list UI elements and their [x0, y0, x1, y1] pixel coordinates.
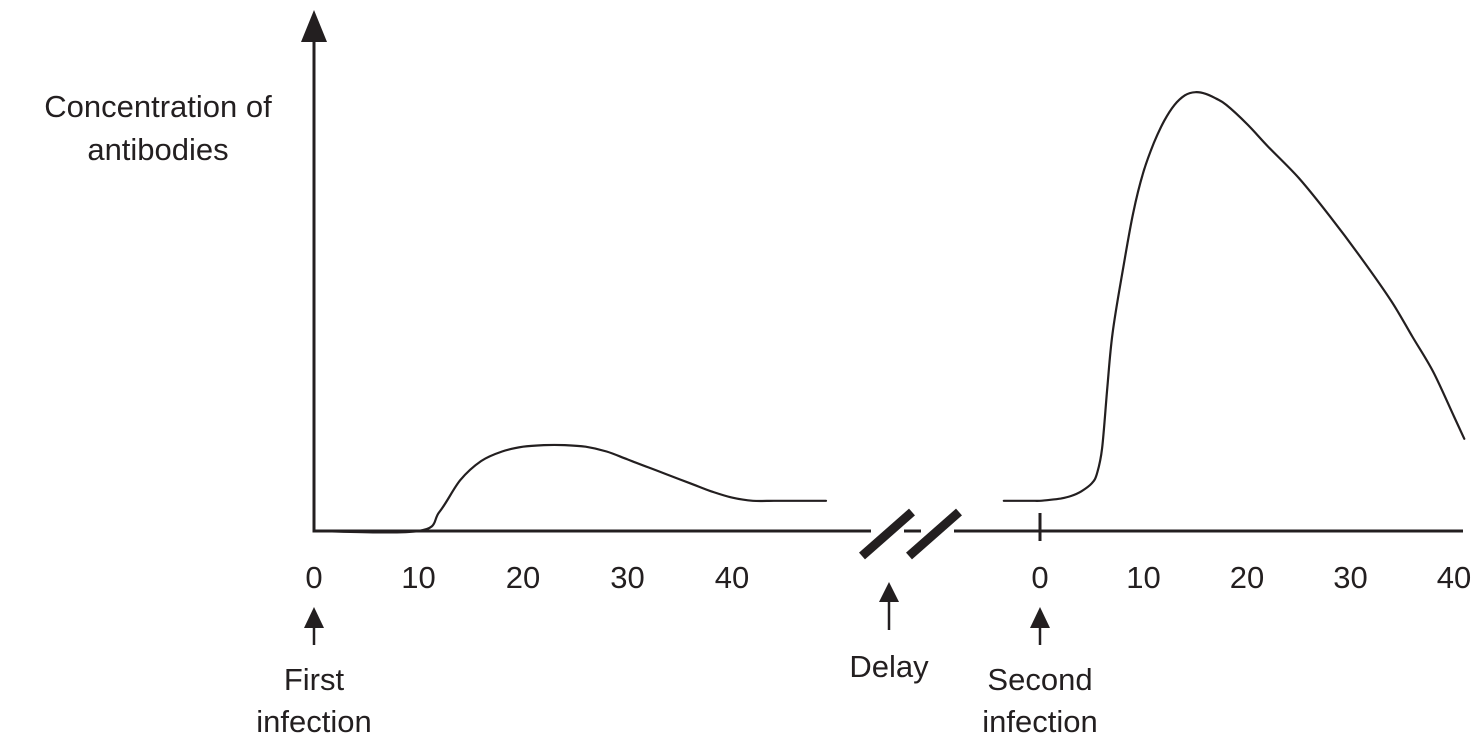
- y-axis-label-line-2: antibodies: [87, 132, 228, 167]
- x-tick-label-panel-1-20: 20: [506, 560, 540, 595]
- y-axis-label-line-1: Concentration of: [44, 89, 272, 124]
- infection-arrow-icon: [304, 607, 324, 628]
- infection-label-line-1: First: [284, 662, 345, 697]
- x-tick-label-panel-2-40: 40: [1437, 560, 1471, 595]
- infection-label-line-2: infection: [256, 704, 371, 739]
- infection-label-line-2: infection: [982, 704, 1097, 739]
- x-tick-label-panel-1-40: 40: [715, 560, 749, 595]
- x-tick-label-panel-2-20: 20: [1230, 560, 1264, 595]
- first-infection-annotation: First infection: [256, 607, 372, 739]
- second-infection-annotation: Second infection: [982, 607, 1098, 739]
- x-tick-label-panel-1-10: 10: [401, 560, 435, 595]
- infection-annotations: First infection Second infection: [256, 607, 1098, 739]
- delay-arrow-icon: [879, 582, 899, 602]
- x-tick-label-panel-2-10: 10: [1126, 560, 1160, 595]
- x-tick-label-panel-2-0: 0: [1031, 560, 1048, 595]
- x-tick-labels: 0 10 20 30 40 0 10 20 30 40: [305, 560, 1471, 595]
- delay-annotation: Delay: [849, 582, 929, 684]
- series-lines: [312, 91, 1466, 534]
- infection-label-line-1: Second: [987, 662, 1092, 697]
- axis-break-mark-right: [906, 508, 962, 560]
- x-tick-label-panel-1-0: 0: [305, 560, 322, 595]
- axis-break-mark-left: [859, 508, 915, 560]
- y-axis-arrowhead: [301, 10, 327, 42]
- x-tick-label-panel-1-30: 30: [610, 560, 644, 595]
- primary-response-line: [312, 443, 828, 534]
- infection-arrow-icon: [1030, 607, 1050, 628]
- x-tick-label-panel-2-30: 30: [1333, 560, 1367, 595]
- secondary-response-line: [1002, 91, 1466, 502]
- delay-label: Delay: [849, 649, 929, 684]
